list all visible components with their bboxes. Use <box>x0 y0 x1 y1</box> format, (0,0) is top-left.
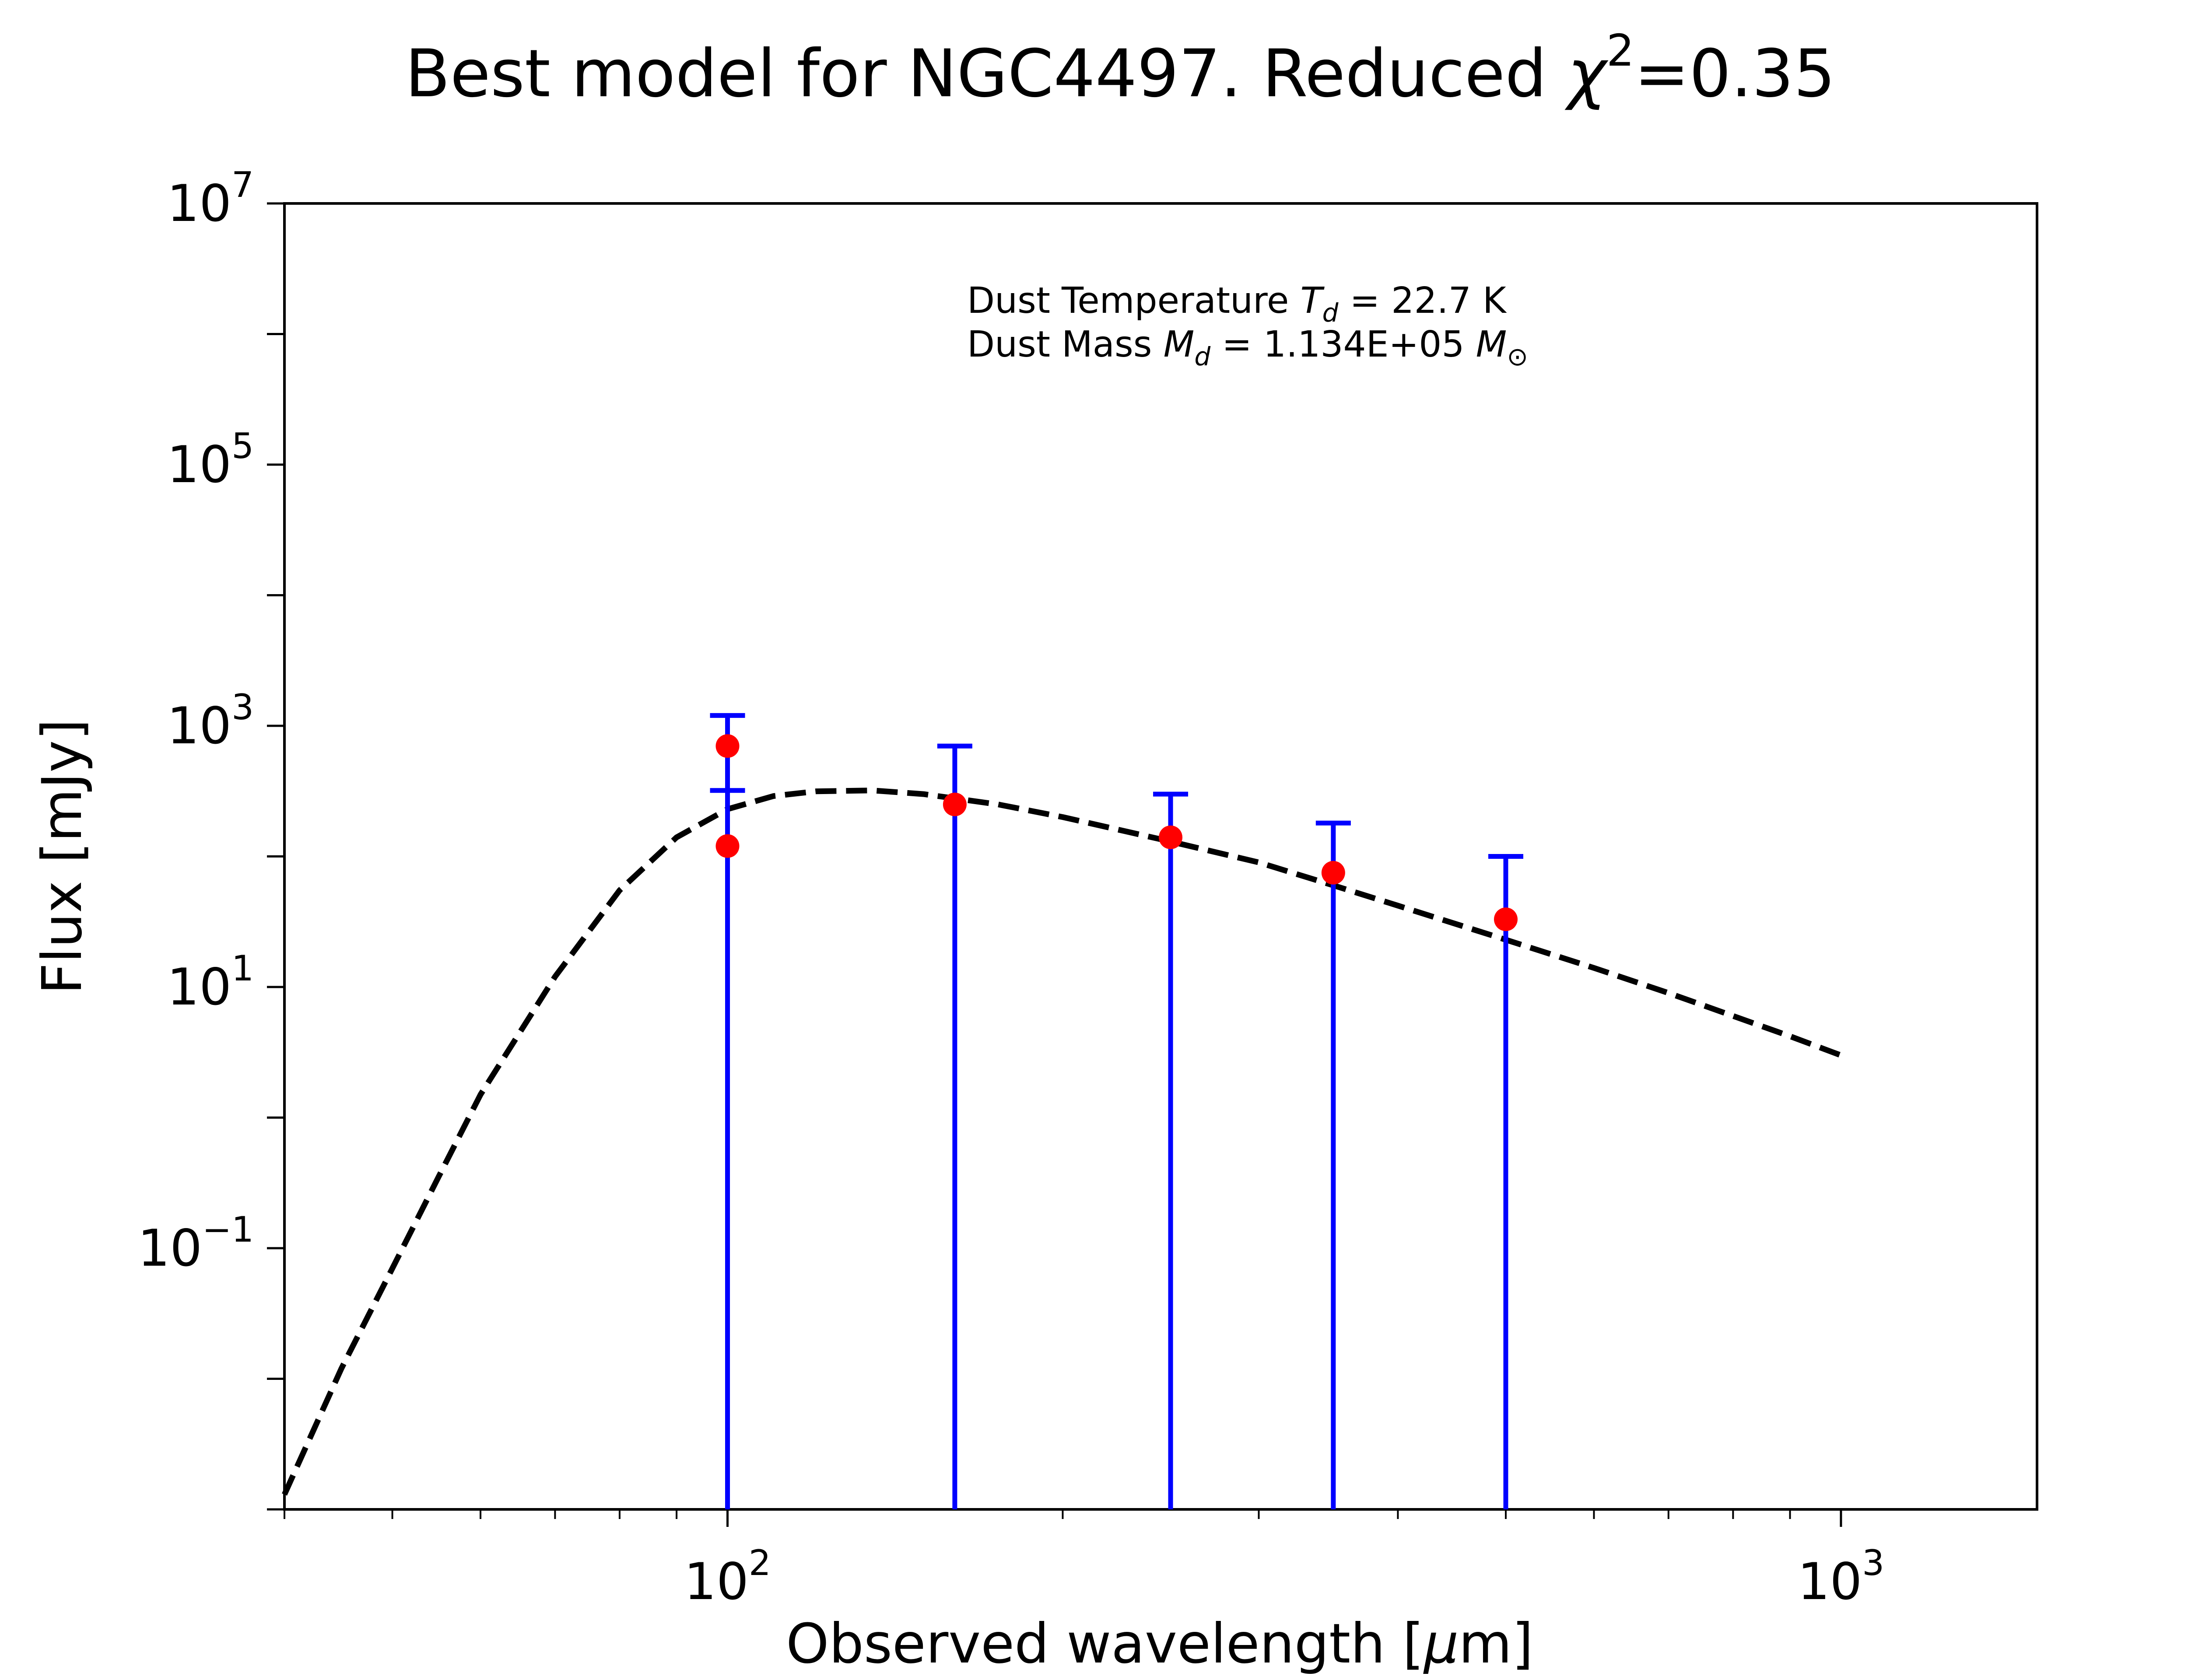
annotation-mass-unit-sub: ⊙ <box>1507 342 1528 371</box>
y-tick-label-3: 103 <box>167 687 254 756</box>
annotation-temperature-value: = 22.7 K <box>1338 280 1507 322</box>
model-curve-layer <box>282 788 1842 1496</box>
data-point-2 <box>715 834 740 858</box>
annotation-mass-prefix: Dust Mass <box>967 324 1164 365</box>
annotation-temperature-symbol: T <box>1301 280 1325 322</box>
plot-area <box>283 202 2038 1511</box>
x-axis-label-text: Observed wavelength [ <box>786 1612 1424 1676</box>
data-point-5 <box>1321 861 1345 885</box>
title-chi-power: 2 <box>1606 25 1634 76</box>
annotation-temperature-prefix: Dust Temperature <box>967 280 1301 322</box>
annotation-mass-value: = 1.134E+05 <box>1210 324 1476 365</box>
x-axis-label-unit: m] <box>1459 1612 1533 1676</box>
data-point-6 <box>1494 907 1518 931</box>
y-axis-label: Flux [mJy] <box>31 719 94 994</box>
data-point-3 <box>943 792 967 816</box>
y-tick-label-5: 107 <box>167 164 254 233</box>
chart-title: Best model for NGC4497. Reduced χ2=0.35 <box>405 25 1836 112</box>
title-text: Best model for NGC4497. Reduced <box>405 36 1568 112</box>
y-tick-label-2: 101 <box>167 948 254 1017</box>
annotation-temperature-sub: d <box>1322 298 1339 328</box>
annotation-mass: Dust Mass Md = 1.134E+05 M⊙ <box>967 324 1528 371</box>
y-tick-label-1: 10−1 <box>137 1209 254 1278</box>
annotation-temperature: Dust Temperature Td = 22.7 K <box>967 280 1507 328</box>
x-tick-label-2: 103 <box>1798 1543 1885 1611</box>
title-chi-symbol: χ <box>1564 36 1609 112</box>
y-tick-label-4: 105 <box>167 426 254 494</box>
x-axis-label: Observed wavelength [μm] <box>786 1612 1533 1676</box>
data-points-layer <box>715 734 1518 931</box>
errorbar-layer <box>710 713 1524 1509</box>
x-ticks: 102 103 <box>284 1509 1884 1611</box>
annotation-mass-sub: d <box>1194 342 1211 371</box>
x-tick-label-1: 102 <box>684 1543 771 1611</box>
y-ticks: 10−1 101 103 105 107 <box>137 164 284 1511</box>
x-axis-label-mu: μ <box>1423 1612 1459 1676</box>
title-chi-value: =0.35 <box>1634 36 1836 112</box>
annotation-mass-symbol: M <box>1164 324 1195 365</box>
data-point-4 <box>1159 825 1183 849</box>
model-curve <box>282 788 1842 1496</box>
annotation-mass-unit-symbol: M <box>1476 324 1507 365</box>
data-point-1 <box>715 734 740 758</box>
